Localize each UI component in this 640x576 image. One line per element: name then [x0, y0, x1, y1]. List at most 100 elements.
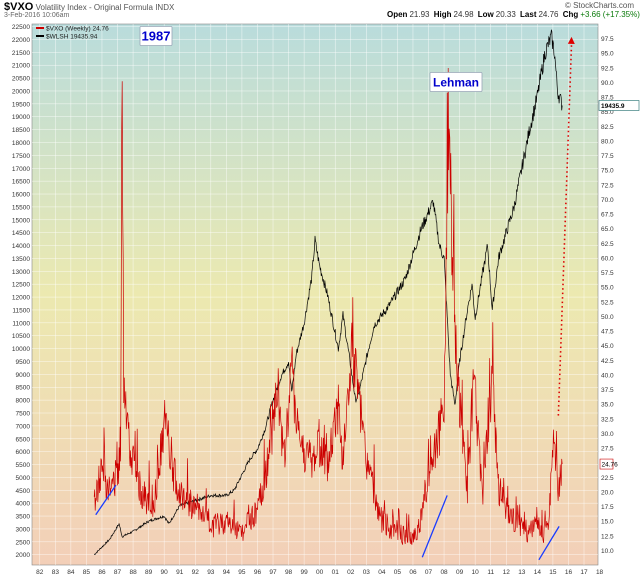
left-tick-label: 6000 [16, 449, 31, 456]
right-tick-label: 55.0 [601, 285, 614, 292]
right-tick-label: 22.5 [601, 475, 614, 482]
legend-entry-2: $WLSH 19435.94 [46, 34, 98, 41]
left-tick-label: 9500 [16, 359, 31, 366]
right-tick-label: 27.5 [601, 446, 614, 453]
left-axis: 2000 2500 3000 3500 4000 4500 5000 5500 6000 6500… [12, 24, 30, 559]
left-tick-label: 19000 [12, 114, 30, 121]
wlsh-last-tag: 19435.9 [601, 103, 625, 110]
open-value: 21.93 [409, 10, 430, 19]
left-tick-label: 14000 [12, 243, 30, 250]
x-tick-label: 02 [347, 569, 355, 576]
right-tick-label: 92.5 [601, 65, 614, 72]
left-tick-label: 11500 [12, 307, 30, 314]
legend-entry-1: $VXO (Weekly) 24.76 [46, 26, 109, 33]
left-tick-label: 20500 [12, 76, 30, 83]
x-tick-label: 89 [145, 569, 153, 576]
x-tick-label: 06 [409, 569, 417, 576]
left-tick-label: 6500 [16, 436, 31, 443]
right-tick-label: 12.5 [601, 533, 614, 540]
right-tick-label: 95.0 [601, 51, 614, 58]
trendline-3 [538, 526, 560, 561]
x-tick-label: 04 [378, 569, 386, 576]
left-tick-label: 12500 [12, 282, 30, 289]
x-tick-label: 17 [580, 569, 588, 576]
left-tick-label: 4000 [16, 501, 31, 508]
left-tick-label: 14500 [12, 230, 30, 237]
x-tick-label: 96 [254, 569, 262, 576]
right-tick-label: 67.5 [601, 212, 614, 219]
x-tick-label: 94 [223, 569, 231, 576]
annotation-box-2 [429, 72, 483, 92]
x-tick-label: 01 [332, 569, 340, 576]
right-tick-label: 10.0 [601, 548, 614, 555]
grid [32, 24, 600, 565]
x-tick-label: 90 [161, 569, 169, 576]
low-value: 20.33 [495, 10, 516, 19]
low-label: Low [477, 10, 494, 19]
x-axis: 82 83 84 85 86 87 88 89 90 91 92 93 94 95 96 97 98 99 00 01… [36, 569, 603, 576]
left-tick-label: 2000 [16, 552, 31, 559]
open-label: Open [387, 10, 408, 19]
x-tick-label: 07 [425, 569, 433, 576]
left-tick-label: 16000 [12, 192, 30, 199]
last-label: Last [520, 10, 537, 19]
left-tick-label: 9000 [16, 372, 31, 379]
x-tick-label: 93 [207, 569, 215, 576]
right-tick-label: 35.0 [601, 402, 614, 409]
x-tick-label: 98 [285, 569, 293, 576]
left-tick-label: 17500 [12, 153, 30, 160]
left-tick-label: 10500 [12, 333, 30, 340]
left-tick-label: 21000 [12, 63, 30, 70]
trendline-1 [95, 484, 117, 516]
right-tick-label: 60.0 [601, 255, 614, 262]
right-tick-label: 57.5 [601, 270, 614, 277]
left-tick-label: 21500 [12, 50, 30, 57]
right-tick-label: 62.5 [601, 241, 614, 248]
x-tick-label: 09 [456, 569, 464, 576]
x-tick-label: 99 [300, 569, 308, 576]
high-value: 24.98 [453, 10, 474, 19]
left-tick-label: 3500 [16, 514, 31, 521]
right-tick-label: 72.5 [601, 182, 614, 189]
vxo-last-tag-box [599, 458, 614, 470]
high-label: High [433, 10, 452, 19]
x-tick-label: 03 [363, 569, 371, 576]
x-tick-label: 14 [534, 569, 542, 576]
chg-value: +3.66 (+17.35%) [580, 10, 640, 19]
x-tick-label: 00 [316, 569, 324, 576]
projection-dotted-line [557, 42, 573, 416]
overlays: 1987 Lehman 24.76 19435.9 [95, 26, 640, 561]
annotation-1987: 1987 [142, 29, 171, 44]
right-tick-label: 42.5 [601, 358, 614, 365]
right-axis: 10.012.515.017.520.022.525.027.530.032.5… [601, 36, 614, 555]
right-tick-label: 85.0 [601, 109, 614, 116]
x-tick-label: 88 [129, 569, 137, 576]
wlsh-line [93, 29, 563, 555]
chg-label: Chg [562, 10, 579, 19]
left-tick-label: 5500 [16, 462, 31, 469]
left-tick-label: 10000 [12, 346, 30, 353]
annotation-lehman: Lehman [433, 75, 479, 89]
left-tick-label: 19500 [12, 101, 30, 108]
x-tick-label: 92 [192, 569, 200, 576]
x-tick-label: 86 [98, 569, 106, 576]
x-tick-label: 91 [176, 569, 184, 576]
left-tick-label: 13000 [12, 269, 30, 276]
x-tick-label: 08 [440, 569, 448, 576]
x-tick-label: 10 [472, 569, 480, 576]
x-tick-label: 05 [394, 569, 402, 576]
right-tick-label: 97.5 [601, 36, 614, 43]
left-tick-label: 7500 [16, 411, 31, 418]
right-tick-label: 50.0 [601, 314, 614, 321]
x-tick-label: 85 [83, 569, 91, 576]
x-tick-label: 87 [114, 569, 122, 576]
x-tick-label: 83 [52, 569, 60, 576]
plot-background [31, 23, 599, 566]
last-value: 24.76 [538, 10, 559, 19]
ticker-symbol: $VXO [4, 1, 34, 13]
left-tick-label: 11000 [12, 320, 30, 327]
right-tick-label: 17.5 [601, 504, 614, 511]
left-tick-label: 12000 [12, 295, 30, 302]
trendline-2 [421, 495, 448, 558]
x-tick-label: 11 [487, 569, 494, 576]
